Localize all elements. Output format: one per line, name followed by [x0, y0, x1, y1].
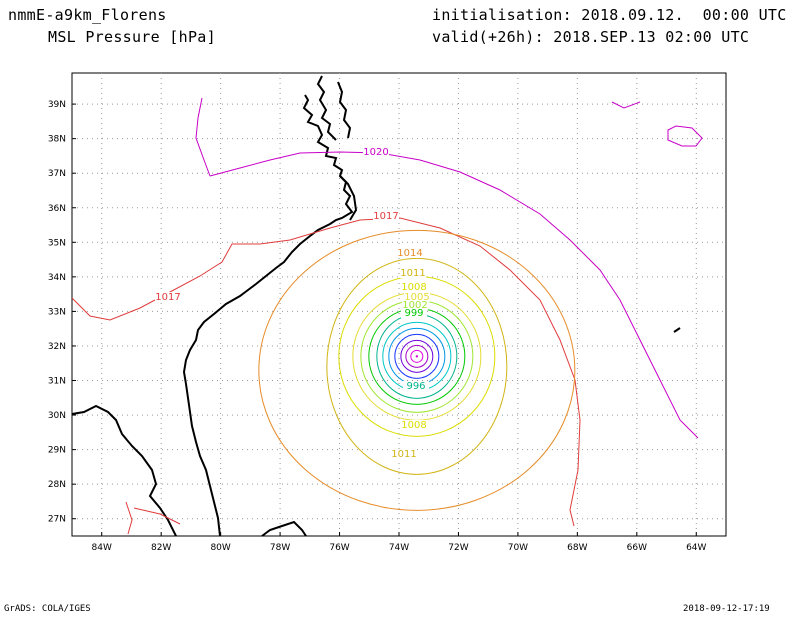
gulf-coast: [71, 404, 177, 537]
lon-tick-label: 74W: [389, 543, 409, 553]
isobar-fragment: [125, 501, 133, 535]
lon-tick-label: 70W: [508, 543, 528, 553]
isobar-981: [405, 344, 429, 368]
isobar-1017: [71, 217, 581, 527]
isobar-label-1008: 1008: [401, 420, 426, 431]
isobar-label-1011: 1011: [391, 449, 416, 460]
lon-tick-label: 84W: [92, 543, 112, 553]
isobar-fragment: [133, 507, 181, 525]
isobar-label-1017: 1017: [373, 211, 398, 222]
isobar-label-1011: 1011: [400, 268, 425, 279]
lat-tick-label: 38N: [48, 135, 66, 145]
isobar-fragment: [195, 97, 211, 177]
isobar-label-bg: [404, 292, 430, 302]
lon-tick-label: 72W: [448, 543, 468, 553]
isobar-label-1017: 1017: [155, 292, 180, 303]
isobar-label-bg: [403, 381, 429, 391]
isobar-label-bg: [402, 300, 428, 310]
plot-timestamp: 2018-09-12-17:19: [683, 604, 770, 614]
model-name: nmmE-a9km_Florens: [8, 6, 167, 24]
lon-tick-label: 78W: [270, 543, 290, 553]
lon-tick-label: 68W: [567, 543, 587, 553]
isobar-fragment: [667, 125, 703, 147]
lat-tick-label: 27N: [48, 515, 66, 525]
axis-ticks: 84W 82W 80W 78W 76W 74W 72W 70W 68W 66W 64W 27N 28N 2…: [48, 100, 707, 553]
isobar-label-bg: [401, 420, 427, 430]
lat-tick-label: 35N: [48, 238, 66, 248]
lat-tick-label: 30N: [48, 411, 66, 421]
isobar-fragment: [611, 101, 641, 109]
lat-tick-label: 31N: [48, 377, 66, 387]
isobar-label-1002: 1002: [402, 300, 427, 311]
isobar-label-999: 999: [404, 308, 423, 319]
lat-tick-label: 28N: [48, 480, 66, 490]
isobar-label-1014: 1014: [397, 248, 422, 259]
lat-tick-label: 39N: [48, 100, 66, 110]
isobar-label-1020: 1020: [363, 147, 388, 158]
valid-time: valid(+26h): 2018.SEP.13 02:00 UTC: [432, 28, 750, 46]
lat-lon-grid: [72, 73, 726, 536]
grads-credit: GrADS: COLA/IGES: [4, 604, 91, 614]
isobar-label-bg: [373, 211, 399, 221]
isobar-label-bg: [400, 268, 426, 278]
isobar-1020: [209, 151, 699, 439]
lat-tick-label: 32N: [48, 342, 66, 352]
isobar-label-1008: 1008: [401, 282, 426, 293]
isobar-1014: [258, 229, 576, 511]
lat-tick-label: 36N: [48, 204, 66, 214]
lon-tick-label: 82W: [151, 543, 171, 553]
isobar-978: [410, 349, 424, 363]
lon-tick-label: 66W: [627, 543, 647, 553]
isobar-987: [394, 333, 440, 379]
lon-tick-label: 64W: [686, 543, 706, 553]
isobar-label-bg: [391, 449, 417, 459]
isobar-label-996: 996: [406, 381, 425, 392]
isobar-label-bg: [401, 308, 427, 318]
isobar-label-bg: [397, 248, 423, 258]
us-east-coast: [182, 94, 354, 537]
isobar-label-bg: [155, 292, 181, 302]
delmarva-shore: [337, 81, 352, 139]
bahamas-fragment: [261, 520, 307, 537]
isobar-labels: 1020101710171014101110111008100810051002…: [155, 147, 430, 460]
initialisation-time: initialisation: 2018.09.12. 00:00 UTC: [432, 6, 787, 24]
coastline: [71, 75, 681, 537]
lat-tick-label: 34N: [48, 273, 66, 283]
isobars: [71, 97, 703, 535]
lon-tick-label: 80W: [210, 543, 230, 553]
lat-tick-label: 37N: [48, 169, 66, 179]
cyclone-center-marker: [415, 355, 419, 358]
map-frame: [71, 72, 727, 537]
chesapeake-shore: [316, 75, 337, 141]
lon-tick-label: 76W: [329, 543, 349, 553]
lat-tick-label: 33N: [48, 307, 66, 317]
island-fragment: [673, 327, 681, 333]
isobar-1011: [326, 257, 508, 475]
outer-banks: [339, 175, 358, 221]
lat-tick-label: 29N: [48, 446, 66, 456]
field-name: MSL Pressure [hPa]: [48, 28, 216, 46]
isobar-label-bg: [363, 147, 389, 157]
isobar-984: [400, 339, 434, 373]
isobar-label-1005: 1005: [404, 292, 429, 303]
isobar-label-bg: [401, 282, 427, 292]
